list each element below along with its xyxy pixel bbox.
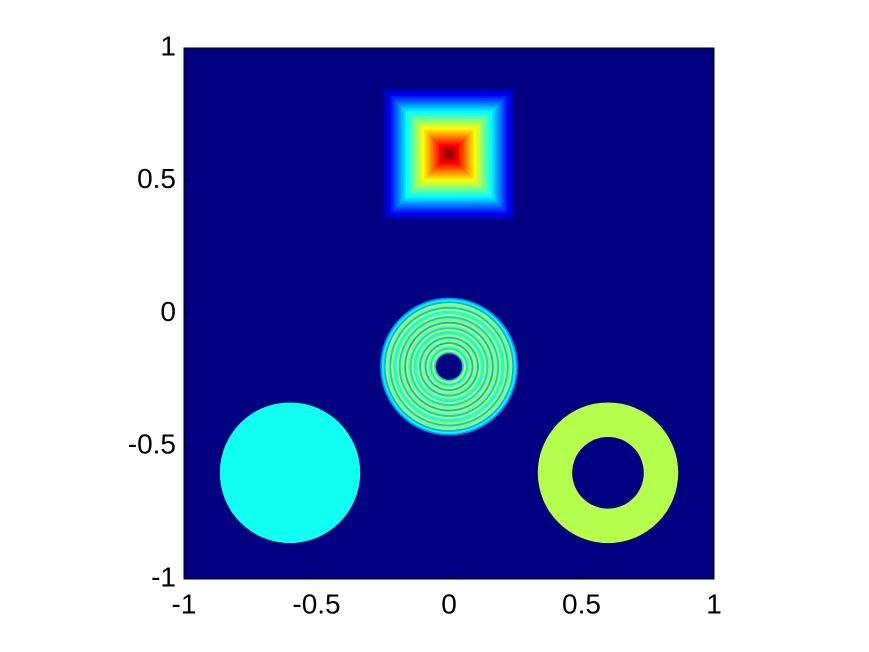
ring bbox=[537, 402, 679, 544]
x-tick-label: 0.5 bbox=[562, 588, 601, 619]
pyramid bbox=[382, 87, 516, 221]
ring-hole bbox=[572, 436, 644, 509]
y-tick-label: 0 bbox=[160, 296, 176, 327]
x-tick-label: -0.5 bbox=[292, 588, 340, 619]
y-tick-label: -1 bbox=[151, 561, 176, 592]
y-tick-label: 0.5 bbox=[137, 163, 176, 194]
pyramid-level bbox=[447, 152, 451, 156]
y-tick-label: -0.5 bbox=[128, 429, 176, 460]
fuzzy-annulus bbox=[380, 297, 518, 436]
y-tick-label: 1 bbox=[160, 30, 176, 61]
x-tick-label: 0 bbox=[441, 588, 457, 619]
x-tick-label: -1 bbox=[172, 588, 197, 619]
x-tick-label: 1 bbox=[706, 588, 722, 619]
disc bbox=[219, 402, 361, 544]
annulus-hole bbox=[435, 353, 463, 380]
